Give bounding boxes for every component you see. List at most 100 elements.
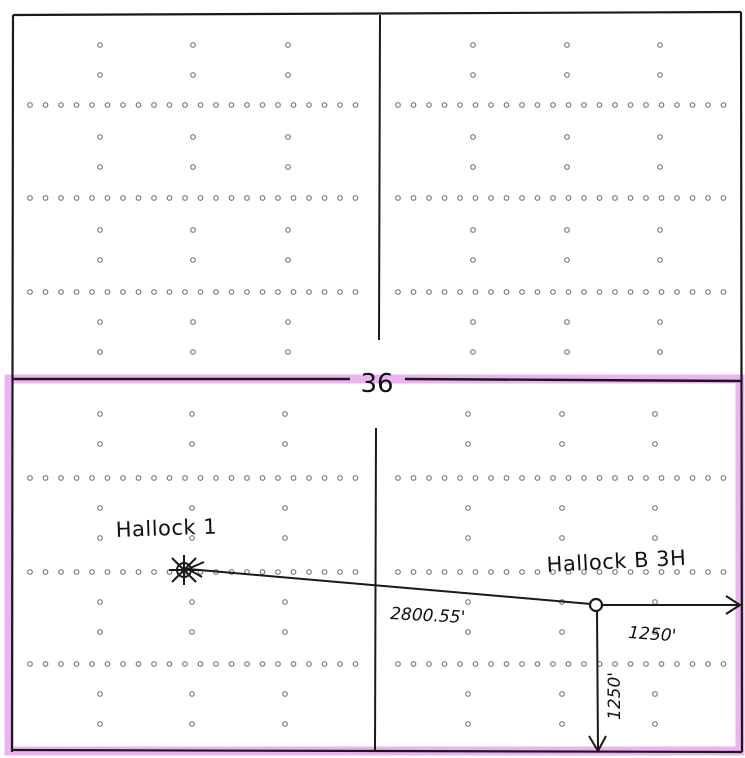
grid-dot [519, 661, 525, 667]
grid-dot [503, 569, 510, 575]
grid-dot [470, 134, 476, 140]
grid-dot [27, 195, 33, 201]
grid-dot [321, 289, 328, 295]
grid-dot [705, 475, 711, 481]
south-line-distance-label: 1250' [605, 672, 625, 720]
grid-dot [534, 289, 541, 295]
grid-dot [285, 42, 291, 48]
grid-dot [612, 475, 618, 481]
grid-dot [534, 569, 541, 575]
grid-dot [290, 195, 297, 201]
grid-dot [643, 569, 649, 575]
grid-dot [470, 257, 476, 263]
grid-dot [395, 569, 401, 575]
grid-dot [337, 661, 343, 667]
grid-dot [652, 691, 658, 697]
grid-dot [657, 349, 663, 355]
grid-dot [410, 195, 417, 201]
grid-dot [189, 599, 195, 605]
grid-dot [488, 661, 494, 667]
grid-dot [441, 195, 448, 201]
grid-dot [190, 349, 196, 355]
grid-dot [321, 569, 328, 575]
grid-dot [166, 289, 173, 295]
grid-dot [190, 257, 196, 263]
grid-dot [472, 195, 479, 201]
grid-dot [151, 289, 157, 295]
grid-dot [182, 475, 188, 481]
grid-dot [189, 535, 195, 541]
grid-dot [282, 441, 288, 447]
grid-dot [244, 289, 250, 295]
east-line-distance-label: 1250' [628, 623, 677, 646]
grid-dot [189, 441, 195, 447]
east-west-quarter-line-east [404, 377, 743, 383]
grid-dot [503, 289, 510, 295]
grid-dot [410, 102, 417, 108]
grid-dot [674, 289, 680, 295]
grid-dot [285, 134, 291, 140]
grid-dot [282, 691, 288, 697]
grid-dot [465, 441, 471, 447]
quarter-quarter-dot-grid [27, 42, 727, 727]
grid-dot [352, 475, 359, 481]
grid-dot [337, 475, 343, 481]
grid-dot [465, 599, 471, 605]
grid-dot [643, 102, 649, 108]
grid-dot [652, 629, 658, 635]
grid-dot [259, 475, 266, 481]
grid-dot [213, 195, 219, 201]
grid-dot [190, 227, 196, 233]
grid-dot [104, 475, 111, 481]
grid-dot [97, 319, 103, 325]
grid-dot [97, 257, 103, 263]
grid-dot [534, 661, 541, 667]
grid-dot [643, 661, 649, 667]
grid-dot [120, 195, 126, 201]
grid-dot [564, 134, 570, 140]
grid-dot [674, 102, 680, 108]
grid-dot [720, 569, 727, 575]
grid-dot [58, 289, 64, 295]
grid-dot [596, 289, 603, 295]
grid-dot [658, 102, 665, 108]
grid-dot [42, 475, 49, 481]
grid-dot [197, 661, 204, 667]
grid-dot [306, 289, 312, 295]
grid-dot [565, 289, 572, 295]
grid-dot [97, 505, 103, 511]
grid-dot [290, 289, 297, 295]
grid-dot [89, 195, 95, 201]
grid-dot [658, 195, 665, 201]
grid-dot [596, 195, 603, 201]
grid-dot [321, 475, 328, 481]
grid-dot [689, 661, 696, 667]
south-line-distance-line [588, 610, 607, 754]
grid-dot [190, 164, 196, 170]
grid-dot [282, 599, 288, 605]
grid-dot [503, 661, 510, 667]
grid-dot [652, 441, 658, 447]
grid-dot [581, 569, 587, 575]
grid-dot [282, 505, 288, 511]
grid-dot [306, 475, 312, 481]
grid-dot [321, 102, 328, 108]
grid-dot [58, 569, 64, 575]
grid-dot [290, 569, 297, 575]
grid-dot [470, 227, 476, 233]
grid-dot [581, 661, 587, 667]
grid-dot [426, 289, 432, 295]
grid-dot [97, 691, 103, 697]
grid-dot [244, 102, 250, 108]
grid-dot [426, 569, 432, 575]
grid-dot [519, 195, 525, 201]
grid-dot [720, 102, 727, 108]
grid-dot [182, 661, 188, 667]
grid-dot [441, 661, 448, 667]
grid-dot [89, 569, 95, 575]
grid-dot [259, 661, 266, 667]
grid-dot [395, 102, 401, 108]
grid-dot [189, 629, 195, 635]
west-section-line [10, 14, 15, 753]
grid-dot [213, 289, 219, 295]
